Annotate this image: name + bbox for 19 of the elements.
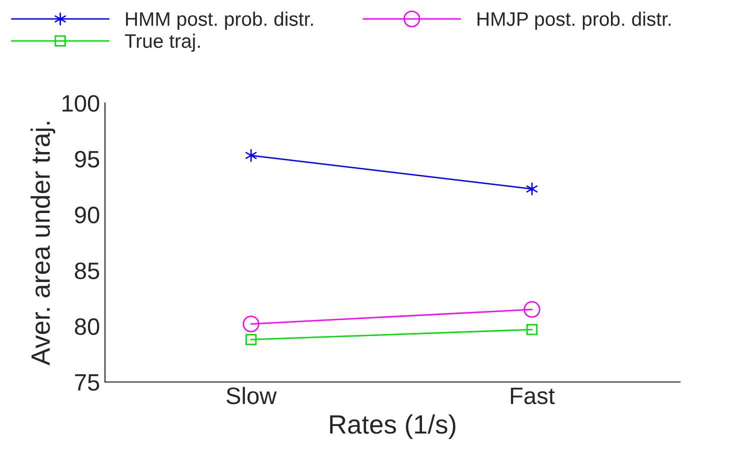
y-tick-label: 95 [74,150,100,168]
point [242,316,260,332]
point [526,182,538,196]
x-tick-label: Fast [510,388,555,404]
x-axis-title: Rates (1/s) [330,414,456,440]
legend-label: True traj. [124,34,200,52]
y-tick-label: 85 [74,262,100,280]
y-tick-label: 100 [62,95,100,112]
point [526,324,538,336]
legend-label: HMM post. prob. distr. [126,12,313,30]
y-axis-title: Aver. area under traj. [30,122,56,366]
y-tick-label: 90 [74,206,100,224]
legend-label: HMJP post. prob. distr. [478,12,671,30]
point [246,334,257,346]
point [244,148,258,162]
y-tick-label: 80 [74,318,100,335]
y-tick-label: 75 [75,374,100,391]
point [524,301,540,318]
x-tick-label: Slow [226,386,277,404]
